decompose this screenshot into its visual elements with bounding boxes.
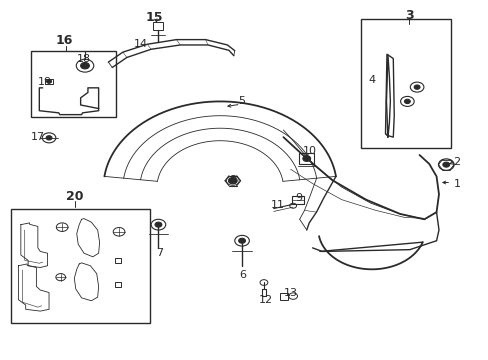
Text: 15: 15 [145,11,163,24]
Bar [153,22,163,30]
Text: 20: 20 [65,190,83,203]
Bar [11,208,149,323]
Circle shape [155,222,162,227]
Circle shape [46,80,51,83]
Circle shape [404,99,409,104]
Bar [299,153,313,164]
Text: 6: 6 [239,270,246,280]
Text: 17: 17 [30,132,44,142]
Bar [115,282,121,287]
Circle shape [46,136,52,140]
Circle shape [228,177,237,184]
Circle shape [302,156,310,161]
Circle shape [413,85,419,89]
Text: 7: 7 [156,248,163,258]
Text: 5: 5 [238,96,245,107]
Bar [115,258,121,263]
Text: 11: 11 [271,200,285,210]
Bar [279,293,287,300]
Text: 13: 13 [283,288,297,297]
Circle shape [442,162,449,167]
Text: 10: 10 [302,147,316,157]
Bar [45,78,53,84]
Text: 19: 19 [38,77,52,87]
Text: 4: 4 [368,75,375,85]
Text: 2: 2 [453,157,460,167]
Text: 3: 3 [405,9,413,22]
Text: 18: 18 [77,54,91,64]
Text: 1: 1 [453,179,460,189]
Bar [30,51,116,117]
Text: 16: 16 [56,34,73,47]
Text: 8: 8 [228,175,236,185]
Circle shape [81,63,89,69]
Text: 14: 14 [133,39,147,49]
Text: 9: 9 [295,193,302,203]
Bar [361,19,450,148]
Bar [291,196,303,204]
Text: 12: 12 [259,295,273,305]
Circle shape [238,238,245,243]
